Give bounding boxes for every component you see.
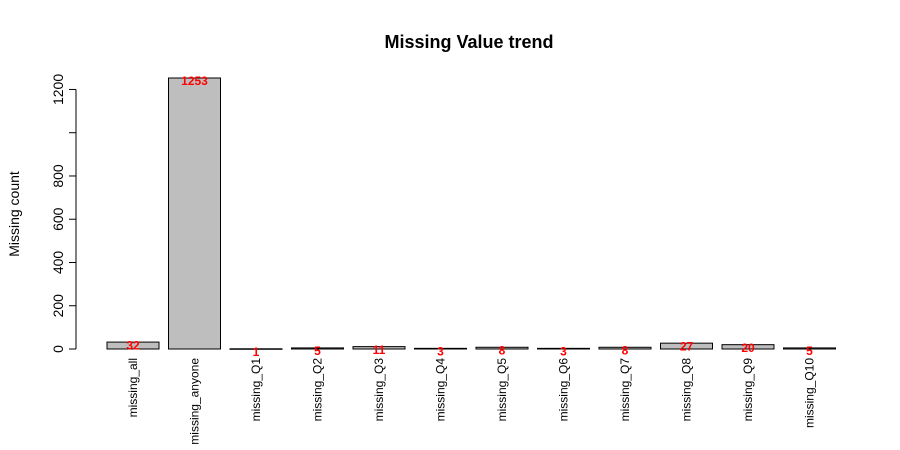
bars-group [106, 77, 836, 350]
bar [537, 347, 590, 350]
bar [414, 347, 467, 350]
x-category-label: missing_Q9 [741, 358, 755, 422]
bar [168, 77, 221, 350]
bar-value-label: 8 [622, 343, 629, 357]
y-tick-label: 800 [50, 164, 66, 188]
bar [229, 348, 283, 350]
y-tick-label: 400 [50, 251, 66, 275]
bar-value-label: 1 [253, 345, 260, 359]
x-axis-labels-group: missing_all missing_anyone missing_Q1 missi… [126, 358, 817, 445]
bar-value-label: 3 [560, 345, 567, 359]
bar [660, 342, 713, 350]
bar-value-label: 1253 [181, 74, 208, 88]
y-tick-label: 600 [50, 207, 66, 231]
x-category-label: missing_Q2 [311, 358, 325, 422]
x-category-label: missing_Q1 [249, 358, 263, 422]
x-category-label: missing_Q4 [434, 358, 448, 422]
bar-value-label: 3 [437, 345, 444, 359]
y-tick-label: 0 [50, 345, 66, 353]
x-category-label: missing_Q3 [372, 358, 386, 422]
bar [598, 346, 652, 350]
y-axis-label: Missing count [6, 171, 22, 257]
x-category-label: missing_Q10 [803, 358, 817, 428]
x-category-label: missing_Q7 [618, 358, 632, 422]
bar [352, 346, 406, 350]
bar-value-label: 32 [126, 338, 140, 352]
data-labels-group: 32 1253 1 5 11 3 8 3 8 27 20 5 [126, 74, 813, 359]
bar-value-label: 27 [680, 339, 694, 353]
x-category-label: missing_all [126, 358, 140, 417]
x-category-label: missing_Q6 [557, 358, 571, 422]
bar [783, 347, 836, 350]
bar-value-label: 8 [499, 343, 506, 357]
bar [291, 347, 344, 350]
y-tick-label: 1200 [50, 74, 66, 105]
bar-value-label: 5 [314, 344, 321, 358]
chart-title: Missing Value trend [384, 32, 553, 52]
y-tick-label: 200 [50, 294, 66, 318]
bar [475, 346, 529, 350]
bar [106, 341, 160, 350]
x-category-label: missing_anyone [188, 358, 202, 445]
bar-value-label: 11 [373, 343, 386, 357]
bar [721, 344, 775, 350]
bar-value-label: 20 [741, 341, 755, 355]
x-category-label: missing_Q8 [680, 358, 694, 422]
bar-value-label: 5 [806, 344, 813, 358]
y-axis: 0 200 400 600 800 1200 [50, 74, 77, 353]
x-category-label: missing_Q5 [495, 358, 509, 422]
